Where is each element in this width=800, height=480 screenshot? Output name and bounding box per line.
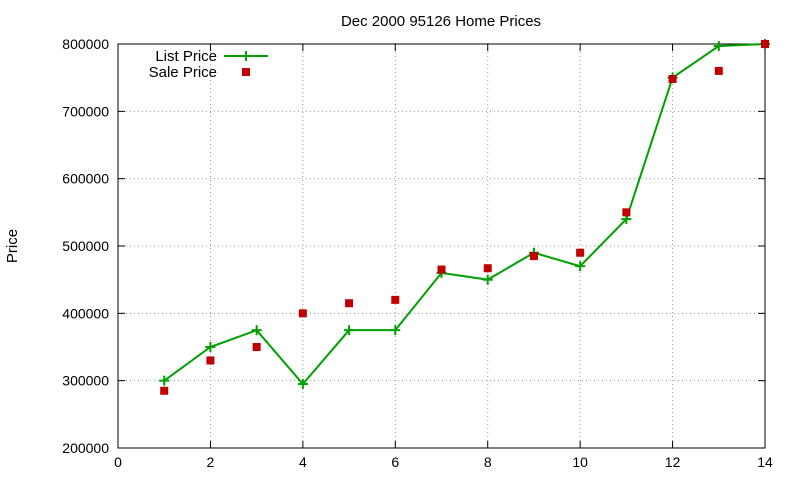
legend-label: Sale Price xyxy=(149,64,217,81)
series-line xyxy=(163,43,766,386)
data-point-square xyxy=(668,75,677,84)
x-tick-label: 4 xyxy=(299,454,307,470)
y-tick-label: 400000 xyxy=(62,305,109,321)
data-point-plus xyxy=(205,342,216,352)
data-point-square xyxy=(206,356,215,365)
data-point-square xyxy=(622,208,631,217)
data-point-plus xyxy=(482,274,493,285)
data-point-square xyxy=(576,248,585,257)
y-axis-label: Price xyxy=(4,229,21,263)
data-point-plus xyxy=(575,261,586,272)
x-tick-label: 10 xyxy=(572,454,588,470)
data-point-square xyxy=(160,386,169,395)
x-tick-label: 6 xyxy=(391,454,399,470)
y-tick-label: 300000 xyxy=(62,373,109,389)
data-point-square xyxy=(391,295,400,304)
plot-frame xyxy=(117,43,766,449)
y-tick-label: 800000 xyxy=(62,36,109,52)
data-point-plus xyxy=(344,325,355,336)
x-tick-label: 0 xyxy=(114,454,122,470)
x-tick-label: 8 xyxy=(484,454,492,470)
data-point-plus xyxy=(159,375,170,386)
y-tick-label: 500000 xyxy=(62,238,109,254)
series-layer xyxy=(159,39,770,395)
chart-title: Dec 2000 95126 Home Prices xyxy=(341,13,541,30)
y-tick-label: 700000 xyxy=(62,103,109,119)
data-point-square xyxy=(761,40,769,48)
legend-item: Sale Price xyxy=(149,64,250,81)
legend-square-swatch xyxy=(242,68,250,76)
legend-label: List Price xyxy=(155,48,217,65)
series-list-price xyxy=(159,39,770,390)
x-tick-label: 14 xyxy=(757,454,773,470)
data-point-square xyxy=(298,309,307,318)
data-point-square xyxy=(252,343,261,351)
data-point-square xyxy=(437,265,446,274)
grid-lines xyxy=(118,44,765,448)
x-tick-label: 2 xyxy=(207,454,215,470)
x-tick-label: 12 xyxy=(665,454,681,470)
data-point-square xyxy=(529,252,538,261)
legend-item: List Price xyxy=(155,48,268,65)
data-point-plus xyxy=(251,325,262,336)
data-point-square xyxy=(714,66,723,75)
y-tick-label: 600000 xyxy=(62,171,109,187)
data-point-square xyxy=(345,299,354,308)
axis-ticks: 0 2 4 6 8 10 12 14 200000 300000 400000 500000 60000… xyxy=(62,36,773,470)
data-point-plus xyxy=(390,325,401,336)
data-point-plus xyxy=(713,41,724,52)
data-point-square xyxy=(483,264,492,273)
y-tick-label: 200000 xyxy=(62,440,109,456)
data-point-plus xyxy=(297,379,308,390)
series-sale-price xyxy=(160,40,769,395)
